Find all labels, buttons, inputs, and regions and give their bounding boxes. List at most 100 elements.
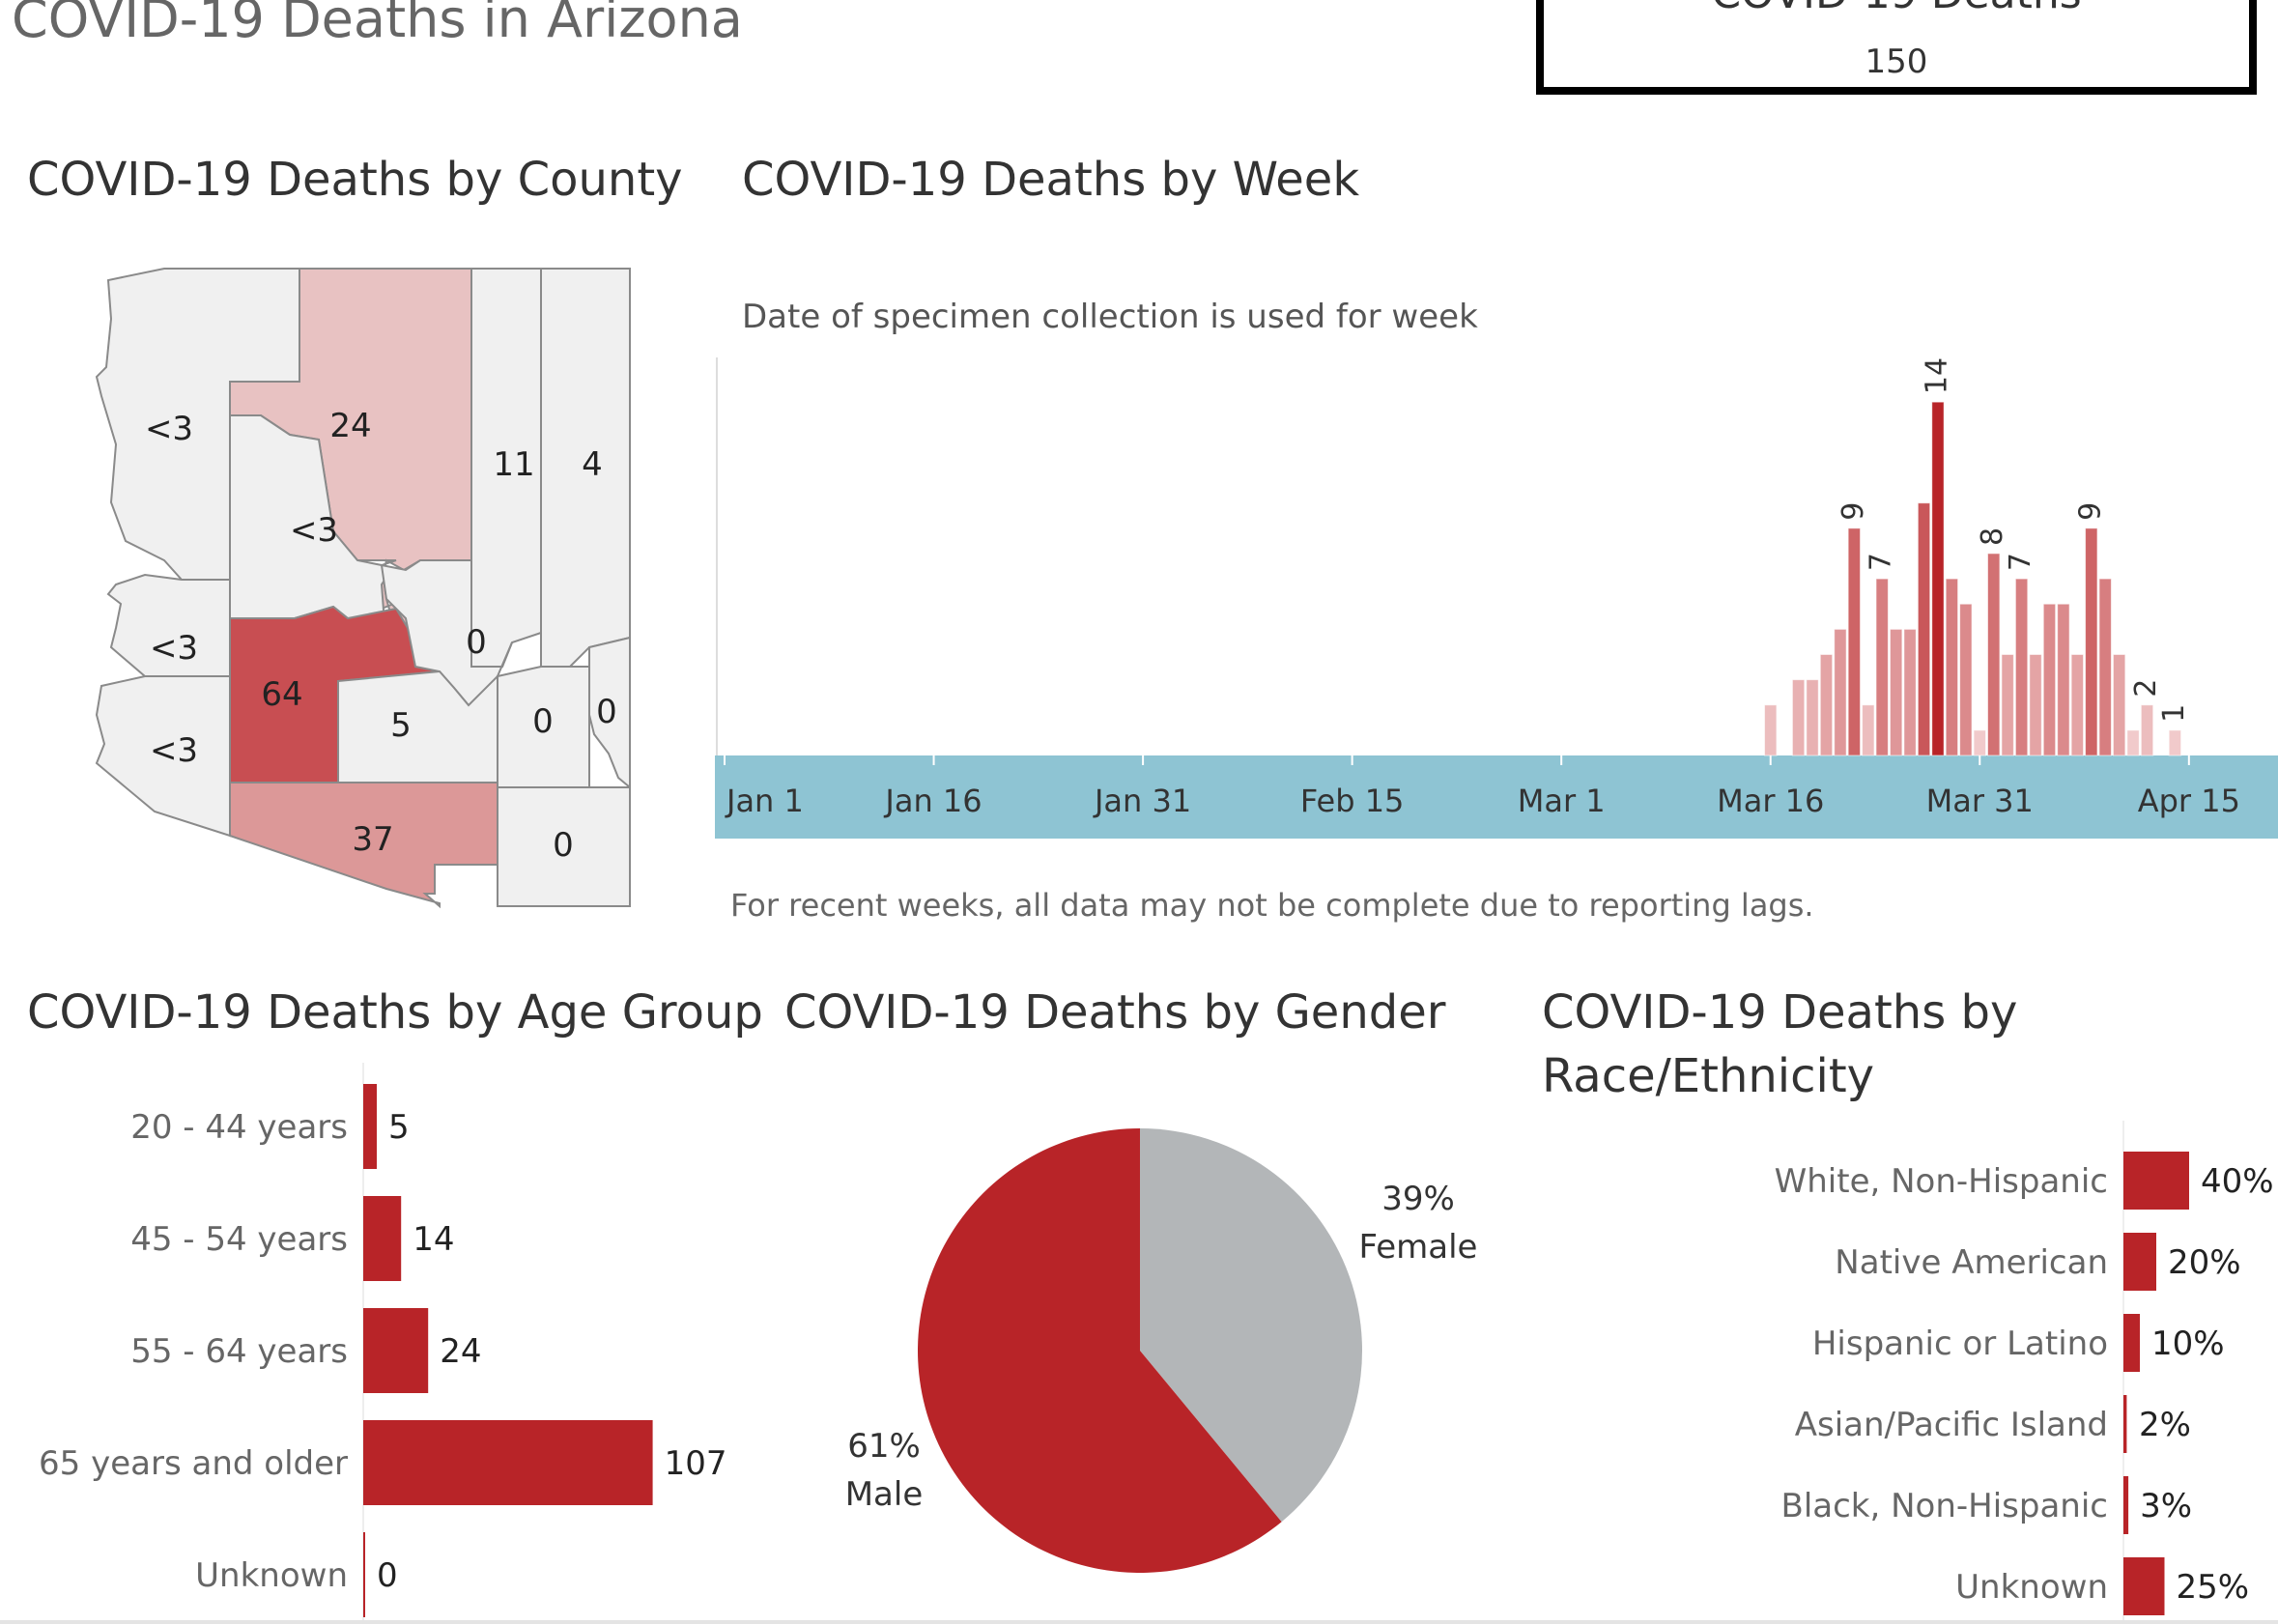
week-chart-bar[interactable] (2126, 729, 2140, 756)
week-chart-footnote: For recent weeks, all data may not be co… (730, 887, 1814, 924)
race-chart-bar[interactable] (2123, 1314, 2140, 1372)
race-chart-category-label: Asian/Pacific Island (1795, 1406, 2108, 1444)
week-chart-x-tick-label: Mar 1 (1518, 783, 1606, 819)
county-label-mohave: <3 (145, 410, 193, 448)
race-chart-title-line1: COVID-19 Deaths by (1542, 985, 2018, 1040)
week-chart-bar[interactable] (2042, 603, 2057, 756)
week-chart-x-tick-label: Mar 16 (1717, 783, 1824, 819)
week-chart-data-label: 9 (1837, 502, 1870, 521)
age-chart: 20 - 44 years 5 45 - 54 years 14 55 - 64 yea… (39, 1063, 727, 1624)
week-chart: Jan 1 Jan 16 Jan 31 Feb 15 Mar 1 Mar 16 Mar 31… (715, 357, 2278, 839)
week-chart-bar[interactable] (2070, 653, 2085, 756)
race-chart-value-label: 10% (2151, 1325, 2225, 1363)
week-chart-bar[interactable] (1847, 527, 1862, 756)
age-chart-category-label: 55 - 64 years (130, 1332, 348, 1371)
age-chart-category-label: 65 years and older (39, 1444, 348, 1483)
week-chart-bar[interactable] (1791, 679, 1806, 756)
county-label-greenlee: 0 (596, 693, 617, 731)
week-chart-x-tick-label: Jan 1 (725, 783, 804, 819)
week-chart-bar[interactable] (1889, 628, 1903, 756)
week-chart-data-label: 1 (2157, 704, 2191, 723)
race-chart-category-label: White, Non-Hispanic (1775, 1162, 2108, 1201)
week-chart-bar[interactable] (2112, 653, 2126, 756)
age-chart-bar[interactable] (363, 1420, 653, 1505)
week-chart-bar[interactable] (1931, 401, 1945, 756)
county-map: <3 24 11 4 <3 <3 64 0 <3 5 0 0 37 0 (95, 268, 631, 909)
age-chart-bar[interactable] (363, 1196, 402, 1281)
county-map-title: COVID-19 Deaths by County (27, 153, 683, 207)
race-chart-category-label: Unknown (1955, 1568, 2108, 1607)
week-chart-bar[interactable] (2140, 704, 2154, 756)
age-chart-bar[interactable] (363, 1308, 429, 1393)
week-chart-data-label: 2 (2129, 679, 2163, 698)
week-chart-bar[interactable] (1764, 704, 1778, 756)
gender-chart-title: COVID-19 Deaths by Gender (784, 985, 1446, 1040)
kpi-box: COVID-19 Deaths 150 (1536, 0, 2257, 95)
week-chart-x-tick-label: Feb 15 (1300, 783, 1405, 819)
week-chart-bar[interactable] (2168, 729, 2182, 756)
race-chart-bar[interactable] (2123, 1152, 2189, 1210)
week-chart-bar[interactable] (1959, 603, 1973, 756)
week-chart-bar[interactable] (1917, 502, 1931, 756)
week-chart-data-label: 7 (2004, 553, 2037, 571)
week-chart-bar[interactable] (1806, 679, 1819, 756)
week-chart-subtitle: Date of specimen collection is used for … (742, 298, 1478, 336)
race-chart-bar[interactable] (2123, 1557, 2165, 1615)
county-label-graham: 0 (532, 702, 554, 741)
gender-pie-slice-female[interactable] (1140, 1128, 1362, 1523)
week-chart-bar[interactable] (1862, 704, 1875, 756)
week-chart-bar[interactable] (2001, 653, 2014, 756)
age-chart-value-label: 0 (377, 1556, 398, 1595)
age-chart-title: COVID-19 Deaths by Age Group (27, 985, 763, 1040)
county-label-pinal: 5 (390, 706, 412, 745)
week-chart-bar[interactable] (2014, 578, 2029, 756)
week-chart-bar[interactable] (1945, 578, 1959, 756)
county-greenlee[interactable] (588, 636, 631, 790)
week-chart-data-label: 8 (1976, 527, 2009, 546)
race-chart-category-label: Native American (1835, 1243, 2108, 1282)
race-chart-bar[interactable] (2123, 1233, 2156, 1291)
page-title: COVID-19 Deaths in Arizona (12, 0, 743, 49)
age-chart-bar[interactable] (363, 1532, 365, 1617)
week-chart-title: COVID-19 Deaths by Week (742, 153, 1360, 207)
gender-pie-slice-male[interactable] (918, 1128, 1282, 1573)
county-label-cochise: 0 (553, 826, 574, 865)
race-chart-value-label: 40% (2201, 1162, 2274, 1201)
bottom-divider (0, 1620, 2278, 1624)
week-chart-x-tick-label: Apr 15 (2138, 783, 2240, 819)
week-chart-bar[interactable] (2029, 653, 2042, 756)
week-chart-bar[interactable] (1973, 729, 1986, 756)
race-chart-bar[interactable] (2123, 1395, 2127, 1453)
week-chart-bar[interactable] (1875, 578, 1889, 756)
week-chart-data-label: 7 (1865, 553, 1898, 571)
week-chart-bar[interactable] (1819, 653, 1834, 756)
race-chart-value-label: 20% (2168, 1243, 2241, 1282)
county-label-maricopa: 64 (261, 675, 302, 714)
week-chart-bar[interactable] (2098, 578, 2112, 756)
age-chart-value-label: 14 (413, 1220, 454, 1259)
county-label-apache: 4 (582, 445, 603, 484)
age-chart-category-label: Unknown (195, 1556, 348, 1595)
race-chart-bar[interactable] (2123, 1476, 2129, 1534)
gender-pie-pct-label: 61% (847, 1427, 921, 1466)
county-label-gila: 0 (466, 623, 487, 662)
kpi-label: COVID-19 Deaths (1544, 0, 2249, 18)
week-chart-bar[interactable] (1987, 553, 2001, 756)
gender-chart: 39% Female 61% Male (845, 1128, 1478, 1573)
race-chart: White, Non-Hispanic 40% Native American 20%… (1775, 1121, 2274, 1624)
county-label-navajo: 11 (493, 445, 534, 484)
week-chart-bar[interactable] (2057, 603, 2070, 756)
week-chart-bar[interactable] (1834, 628, 1847, 756)
week-chart-x-tick-label: Mar 31 (1926, 783, 2034, 819)
week-chart-bar[interactable] (2085, 527, 2098, 756)
age-chart-bar[interactable] (363, 1084, 377, 1169)
race-chart-value-label: 25% (2177, 1568, 2250, 1607)
county-label-lapaz: <3 (150, 629, 198, 668)
county-label-yavapai: <3 (290, 511, 338, 550)
age-chart-value-label: 107 (665, 1444, 727, 1483)
gender-pie-name-label: Female (1359, 1228, 1478, 1267)
week-chart-bar[interactable] (1903, 628, 1917, 756)
week-chart-x-axis-band (715, 755, 2278, 839)
county-cochise[interactable] (497, 786, 631, 907)
gender-pie-pct-label: 39% (1381, 1180, 1455, 1218)
